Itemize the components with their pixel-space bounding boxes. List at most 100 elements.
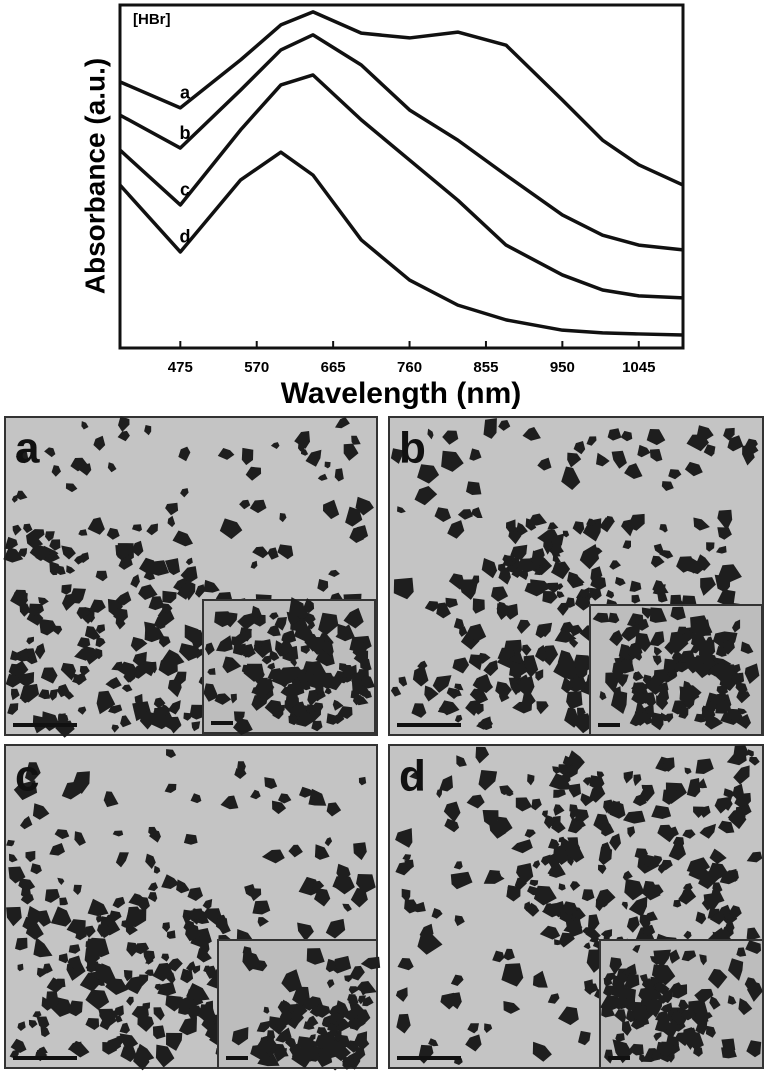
particle [280,640,293,653]
particle [657,591,668,603]
particle [631,682,649,695]
particle [288,715,299,726]
particle [404,859,414,870]
particle [189,704,204,720]
particle [443,801,461,823]
particle [70,457,89,472]
particle [681,950,697,962]
particle [527,513,547,526]
particle [393,577,414,600]
particle [432,675,452,693]
particle [183,833,198,845]
particle [343,443,359,461]
particle [398,676,408,687]
particle [65,483,78,493]
particle [119,1022,130,1034]
particle [574,664,589,680]
particle [96,915,104,923]
particle [454,683,464,691]
particle [714,796,733,814]
particle [580,590,588,599]
particle [635,632,651,653]
particle [651,712,664,731]
particle [107,462,117,473]
particle [84,925,96,938]
particle [414,486,438,506]
particle [680,1008,697,1021]
particle [490,870,502,879]
particle [314,888,331,907]
particle [686,778,701,798]
particle [66,962,86,981]
particle [217,448,235,460]
particle [715,646,727,657]
particle [239,499,251,510]
particle [261,849,285,864]
particle [50,906,72,927]
particle [605,672,619,694]
particle [678,707,689,719]
particle [166,930,176,939]
particle [643,692,657,708]
particle [521,693,536,710]
particle [589,587,602,601]
particle [192,908,205,921]
particle [516,619,531,634]
particle [483,418,497,439]
particle [679,887,697,905]
particle [307,689,319,707]
particle [677,626,687,636]
particle [159,635,171,648]
particle [456,755,467,767]
particle [465,623,487,642]
particle [569,638,579,648]
particle [161,953,170,962]
particle [216,635,233,652]
particle [73,771,90,794]
particle [627,513,645,531]
particle [6,906,22,927]
particle [442,430,459,445]
particle [717,509,733,531]
particle [732,619,741,633]
particle [126,942,139,957]
particle [105,677,122,690]
particle [132,540,144,557]
particle [390,686,402,697]
particle [639,973,649,983]
particle [38,910,52,927]
particle [180,488,189,498]
particle [634,672,641,679]
particle [297,922,314,942]
particle [534,567,544,576]
particle [139,557,156,575]
particle [144,425,152,436]
particle [302,598,315,614]
particle [738,998,753,1016]
particle [413,901,426,913]
particle [214,611,235,628]
particle [186,983,210,1001]
particle [87,517,105,535]
particle [84,626,101,640]
particle [439,701,456,716]
particle [324,837,333,847]
particle [144,969,154,976]
particle [596,452,610,467]
particle [569,881,581,891]
particle [660,1041,675,1057]
particle [687,655,703,674]
particle [304,633,320,652]
particle [654,1016,670,1032]
particle [660,1002,673,1013]
particle [17,1021,26,1031]
particle [325,918,346,939]
particle [196,948,212,963]
particle [746,927,761,941]
particle [662,757,675,772]
particle [584,984,596,994]
particle [586,518,597,526]
particle [67,955,82,971]
particle [281,969,303,993]
particle [153,616,166,629]
